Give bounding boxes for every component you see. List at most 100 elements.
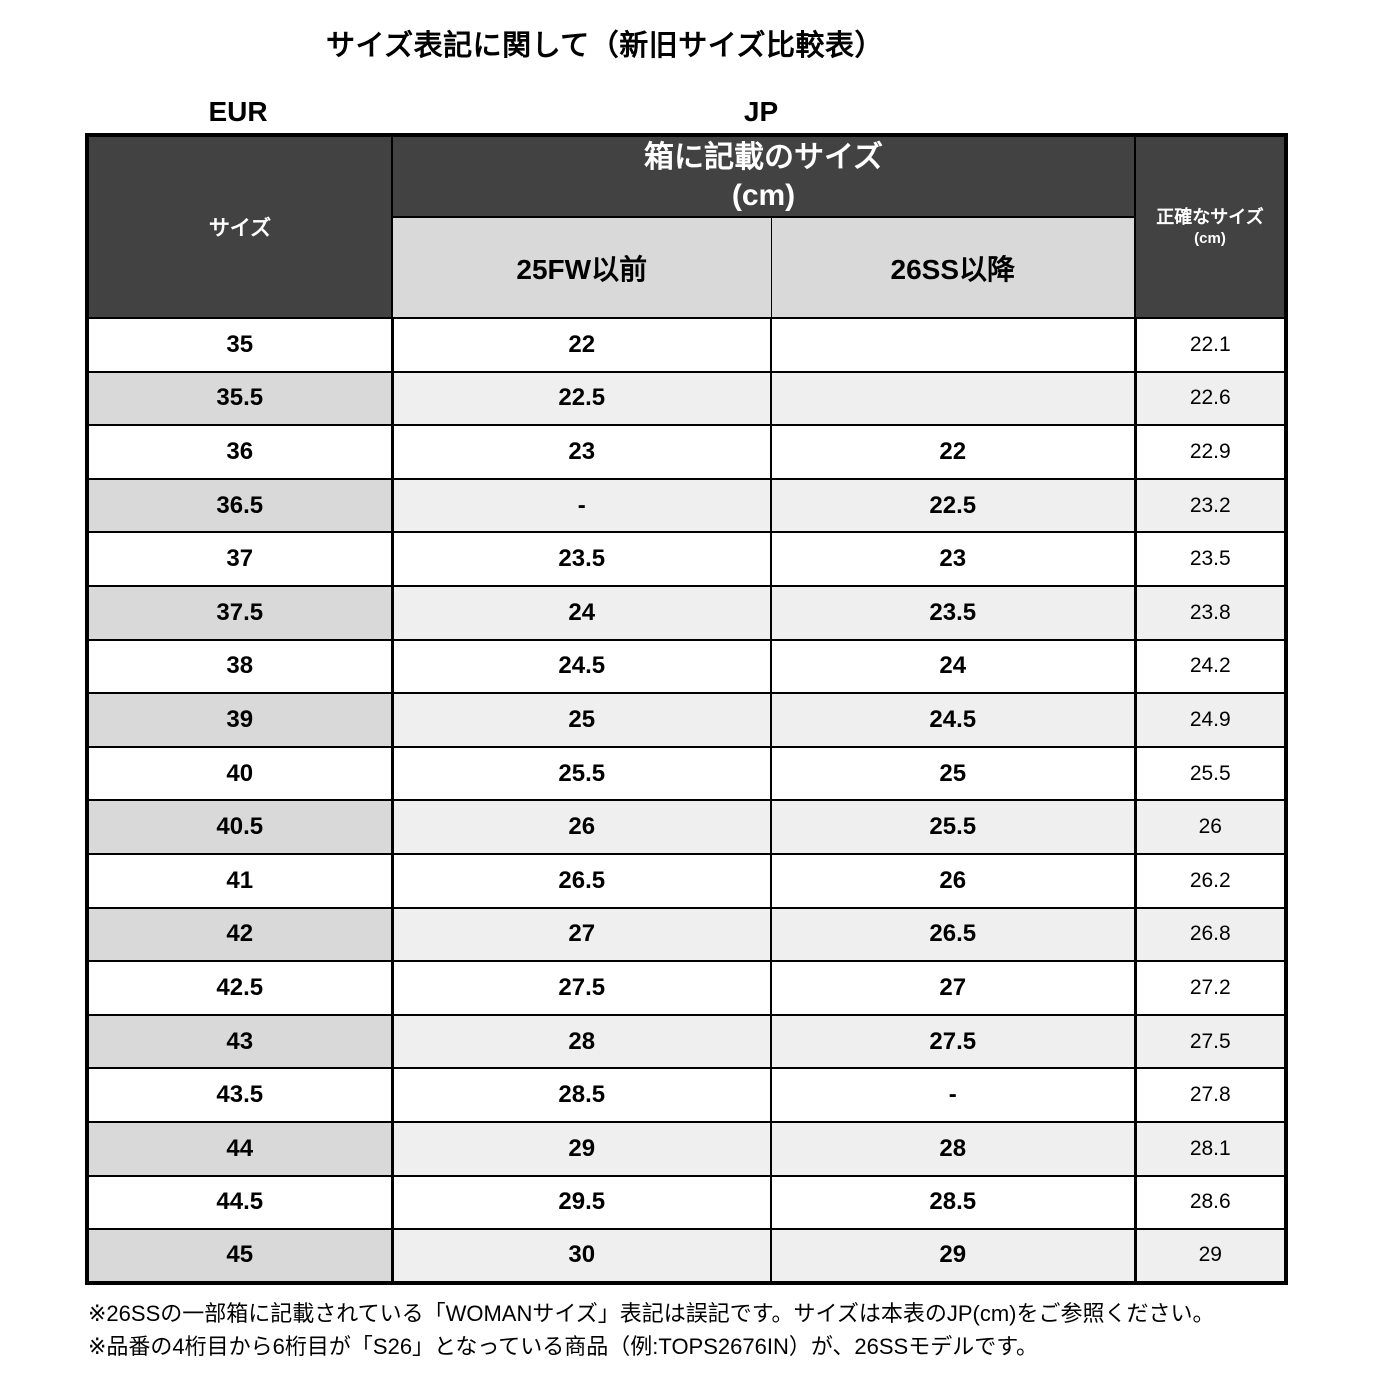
cell-fw25: 27.5: [391, 960, 772, 1016]
cell-ss26: 23.5: [769, 584, 1137, 641]
page-title: サイズ表記に関して（新旧サイズ比較表）: [326, 30, 884, 62]
table-row: 40 25.5 25 25.5: [86, 745, 1288, 802]
column-group-label-jp: JP: [743, 96, 779, 127]
cell-eur: 42: [86, 906, 394, 963]
cell-ss26: 23: [769, 531, 1137, 587]
cell-eur: 45: [86, 1228, 394, 1284]
cell-fw25: 26: [391, 799, 772, 855]
cell-eur: 37.5: [86, 584, 394, 641]
cell-ss26: 22: [769, 424, 1137, 480]
cell-fw25: 28.5: [391, 1067, 772, 1123]
column-group-label-eur: EUR: [208, 96, 268, 127]
cell-ss26: 24.5: [769, 692, 1137, 748]
cell-exact: 27.2: [1134, 960, 1288, 1016]
cell-eur: 41: [86, 852, 394, 909]
cell-eur: 43: [86, 1013, 394, 1070]
cell-eur: 36: [86, 424, 394, 480]
cell-ss26: 26: [769, 852, 1137, 909]
cell-fw25: 22: [391, 317, 772, 373]
table-row: 36.5-22.5 23.2: [86, 477, 1288, 534]
cell-exact: 22.1: [1134, 317, 1288, 373]
cell-ss26: 28: [769, 1120, 1137, 1177]
cell-fw25: 27: [391, 906, 772, 963]
table-row: 43.5 28.5-27.8: [86, 1067, 1288, 1123]
size-table-body: 35 22 22.1 35.5 22.5 22.6 36 23 22 22.9 36.5-22.5 2…: [86, 317, 1288, 1284]
cell-exact: 29: [1134, 1228, 1288, 1284]
cell-eur: 35: [86, 317, 394, 373]
table-row: 41 26.5 26 26.2: [86, 852, 1288, 909]
table-row: 45 30 29 29: [86, 1228, 1288, 1284]
cell-eur: 35.5: [86, 370, 394, 427]
cell-exact: 26.8: [1134, 906, 1288, 963]
cell-ss26: 25.5: [769, 799, 1137, 855]
cell-eur: 38: [86, 638, 394, 695]
cell-ss26: 26.5: [769, 906, 1137, 963]
cell-exact: 23.8: [1134, 584, 1288, 641]
cell-fw25: 30: [391, 1228, 772, 1284]
table-row: 39 25 24.5 24.9: [86, 692, 1288, 748]
cell-exact: 26: [1134, 799, 1288, 855]
cell-exact: 26.2: [1134, 852, 1288, 909]
cell-ss26: 27: [769, 960, 1137, 1016]
header-exact-size-line2: (cm): [1194, 230, 1226, 248]
header-26ss: 26SS以降: [770, 216, 1137, 319]
cell-exact: 28.1: [1134, 1120, 1288, 1177]
table-row: 36 23 22 22.9: [86, 424, 1288, 480]
header-25fw: 25FW以前: [391, 216, 772, 319]
table-row: 37.5 24 23.5 23.8: [86, 584, 1288, 641]
table-row: 35.5 22.5 22.6: [86, 370, 1288, 427]
cell-ss26: 29: [769, 1228, 1137, 1284]
cell-fw25: 23: [391, 424, 772, 480]
cell-exact: 24.9: [1134, 692, 1288, 748]
cell-exact: 23.5: [1134, 531, 1288, 587]
table-row: 43 28 27.5 27.5: [86, 1013, 1288, 1070]
cell-ss26: -: [769, 1067, 1137, 1123]
cell-ss26: [769, 370, 1137, 427]
cell-exact: 27.5: [1134, 1013, 1288, 1070]
cell-eur: 37: [86, 531, 394, 587]
cell-exact: 27.8: [1134, 1067, 1288, 1123]
cell-exact: 24.2: [1134, 638, 1288, 695]
cell-fw25: 23.5: [391, 531, 772, 587]
cell-fw25: 24: [391, 584, 772, 641]
header-box-size-line2: (cm): [731, 178, 796, 212]
header-exact-size-line1: 正確なサイズ: [1156, 206, 1264, 227]
cell-fw25: -: [391, 477, 772, 534]
header-box-size-line1: 箱に記載のサイズ: [643, 141, 884, 174]
cell-eur: 43.5: [86, 1067, 394, 1123]
cell-exact: 25.5: [1134, 745, 1288, 802]
cell-fw25: 22.5: [391, 370, 772, 427]
table-row: 38 24.5 24 24.2: [86, 638, 1288, 695]
cell-fw25: 24.5: [391, 638, 772, 695]
header-box-size: 箱に記載のサイズ (cm): [390, 134, 1137, 218]
cell-eur: 39: [86, 692, 394, 748]
cell-eur: 40.5: [86, 799, 394, 855]
header-row-sub: 25FW以前 26SS以降: [87, 216, 1286, 319]
cell-ss26: 25: [769, 745, 1137, 802]
cell-fw25: 25: [391, 692, 772, 748]
table-row: 42 27 26.5 26.8: [86, 906, 1288, 963]
cell-fw25: 26.5: [391, 852, 772, 909]
cell-ss26: 24: [769, 638, 1137, 695]
cell-exact: 22.6: [1134, 370, 1288, 427]
table-row: 35 22 22.1: [86, 317, 1288, 373]
table-row: 42.5 27.5 27 27.2: [86, 960, 1288, 1016]
cell-exact: 28.6: [1134, 1174, 1288, 1231]
footnotes: ※26SSの一部箱に記載されている「WOMANサイズ」表記は誤記です。サイズは本…: [88, 1297, 1215, 1363]
table-row: 37 23.5 23 23.5: [86, 531, 1288, 587]
header-row-top: サイズ 箱に記載のサイズ (cm) 正確なサイズ (cm): [86, 134, 1288, 319]
cell-exact: 23.2: [1134, 477, 1288, 534]
cell-ss26: [769, 317, 1137, 373]
cell-eur: 40: [86, 745, 394, 802]
cell-fw25: 25.5: [391, 745, 772, 802]
cell-fw25: 29: [391, 1120, 772, 1177]
size-comparison-table: サイズ 箱に記載のサイズ (cm) 正確なサイズ (cm) 25FW以前 26S…: [85, 133, 1289, 1285]
cell-ss26: 22.5: [769, 477, 1137, 534]
cell-fw25: 28: [391, 1013, 772, 1070]
cell-eur: 42.5: [86, 960, 394, 1016]
table-row: 44 29 28 28.1: [86, 1120, 1288, 1177]
table-row: 44.5 29.5 28.5 28.6: [86, 1174, 1288, 1231]
cell-ss26: 27.5: [769, 1013, 1137, 1070]
footnote-model-code: ※品番の4桁目から6桁目が「S26」となっている商品（例:TOPS2676IN）…: [88, 1334, 1039, 1359]
